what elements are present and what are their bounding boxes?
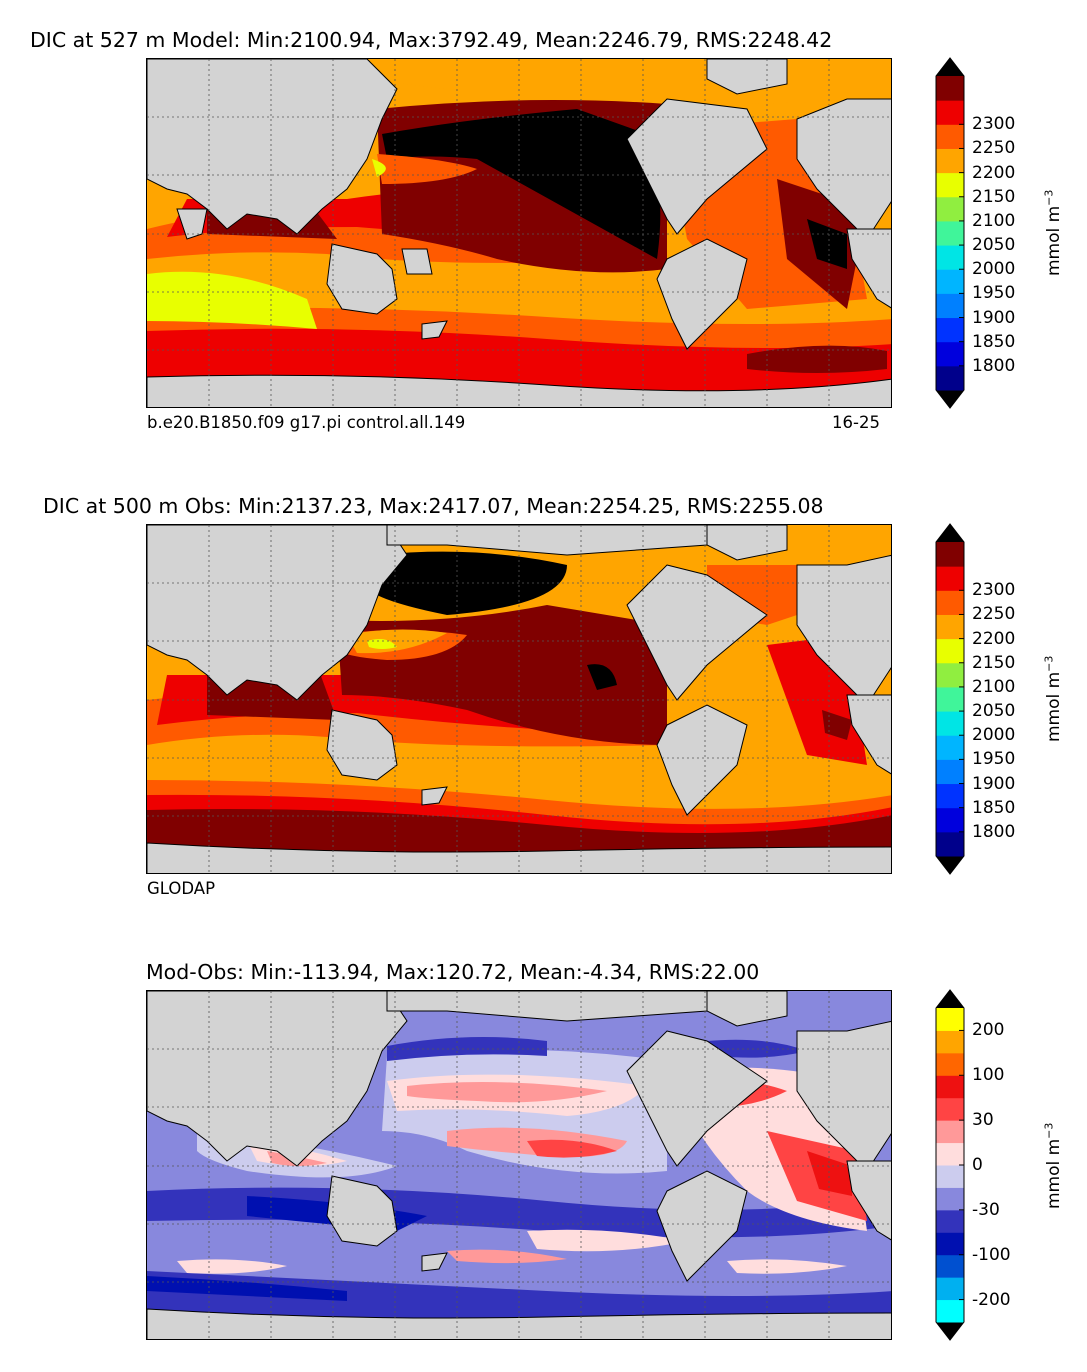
panel2-map [146, 524, 892, 874]
panel1-colorbar-label: mmol m−3 [1042, 189, 1065, 277]
colorbar-tick-label: 1950 [972, 749, 1016, 770]
colorbar-bin [936, 100, 964, 125]
panel3-colorbar-svg [935, 989, 965, 1341]
colorbar-bin [936, 365, 964, 391]
colorbar-extend-low [936, 390, 964, 408]
colorbar-bin [936, 759, 964, 785]
colorbar-tick-label: -100 [972, 1244, 1011, 1265]
colorbar-tick-label: 2200 [972, 628, 1016, 649]
colorbar-tick-label: 2150 [972, 652, 1016, 673]
colorbar-tick-label: 1900 [972, 307, 1016, 328]
panel2-map-plot [147, 525, 891, 873]
colorbar-bin [936, 711, 964, 736]
colorbar-extend-low [936, 1322, 964, 1340]
colorbar-bin [936, 1142, 964, 1166]
panel3-map [146, 990, 892, 1340]
colorbar-bin [936, 124, 964, 149]
panel1-colorbar [935, 57, 965, 409]
colorbar-tick-label: 1950 [972, 283, 1016, 304]
colorbar-tick-label: 30 [972, 1110, 994, 1131]
colorbar-tick-label: 1900 [972, 773, 1016, 794]
colorbar-tick-label: 2150 [972, 186, 1016, 207]
colorbar-extend-high [936, 58, 964, 76]
colorbar-bin [936, 1232, 964, 1256]
colorbar-bin [936, 317, 964, 343]
colorbar-tick-label: 2050 [972, 701, 1016, 722]
colorbar-tick-label: 2050 [972, 235, 1016, 256]
colorbar-bin [936, 735, 964, 760]
colorbar-frame [935, 523, 965, 875]
panel1-caption-left: b.e20.B1850.f09 g17.pi control.all.149 [147, 413, 466, 432]
colorbar-bin [936, 341, 964, 367]
colorbar-bin [936, 831, 964, 857]
colorbar-tick-label: 2000 [972, 259, 1016, 280]
colorbar-tick-label: 2300 [972, 580, 1016, 601]
panel2-colorbar-label: mmol m−3 [1042, 655, 1065, 743]
colorbar-bin [936, 1209, 964, 1233]
colorbar-bin [936, 1187, 964, 1211]
panel1-caption-right: 16-25 [832, 413, 880, 432]
colorbar-tick-label: 2100 [972, 676, 1016, 697]
colorbar-bin [936, 542, 964, 567]
colorbar-bin [936, 590, 964, 615]
colorbar-tick-label: 1850 [972, 331, 1016, 352]
colorbar-bin [936, 1008, 964, 1031]
colorbar-bin [936, 807, 964, 833]
colorbar-extend-low [936, 856, 964, 874]
panel3-colorbar [935, 989, 965, 1341]
colorbar-bin [936, 293, 964, 319]
colorbar-bin [936, 1052, 964, 1076]
colorbar-bin [936, 148, 964, 174]
colorbar-bin [936, 1030, 964, 1054]
panel1-title: DIC at 527 m Model: Min:2100.94, Max:379… [30, 28, 833, 52]
colorbar-bin [936, 662, 964, 688]
colorbar-tick-label: 2250 [972, 138, 1016, 159]
colorbar-tick-label: 100 [972, 1065, 1005, 1086]
colorbar-bin [936, 1254, 964, 1278]
colorbar-tick-label: 2250 [972, 604, 1016, 625]
colorbar-frame [935, 989, 965, 1341]
panel2-colorbar [935, 523, 965, 875]
colorbar-bin [936, 269, 964, 294]
colorbar-tick-label: 200 [972, 1020, 1005, 1041]
colorbar-tick-label: 2100 [972, 210, 1016, 231]
colorbar-tick-label: 1800 [972, 355, 1016, 376]
colorbar-tick-label: 2300 [972, 114, 1016, 135]
colorbar-bin [936, 1075, 964, 1099]
colorbar-bin [936, 638, 964, 664]
colorbar-extend-high [936, 524, 964, 542]
colorbar-tick-label: 1850 [972, 797, 1016, 818]
colorbar-bin [936, 1277, 964, 1301]
panel3-colorbar-label: mmol m−3 [1042, 1122, 1065, 1210]
colorbar-tick-label: 2200 [972, 162, 1016, 183]
colorbar-extend-high [936, 990, 964, 1008]
panel2-title: DIC at 500 m Obs: Min:2137.23, Max:2417.… [43, 494, 824, 518]
panel3-map-plot [147, 991, 891, 1339]
colorbar-bin [936, 1299, 964, 1323]
colorbar-tick-label: -30 [972, 1199, 1000, 1220]
colorbar-tick-label: -200 [972, 1289, 1011, 1310]
panel1-map [146, 58, 892, 408]
colorbar-bin [936, 76, 964, 101]
colorbar-bin [936, 686, 964, 712]
colorbar-frame [935, 57, 965, 409]
colorbar-bin [936, 614, 964, 640]
colorbar-bin [936, 196, 964, 222]
panel3-title: Mod-Obs: Min:-113.94, Max:120.72, Mean:-… [146, 960, 760, 984]
colorbar-bin [936, 783, 964, 809]
panel2-caption-left: GLODAP [147, 879, 216, 898]
panel2-colorbar-svg [935, 523, 965, 875]
colorbar-bin [936, 1165, 964, 1188]
colorbar-bin [936, 566, 964, 591]
colorbar-tick-label: 1800 [972, 821, 1016, 842]
colorbar-bin [936, 245, 964, 270]
colorbar-bin [936, 1097, 964, 1121]
colorbar-bin [936, 172, 964, 198]
panel1-map-plot [147, 59, 891, 407]
colorbar-bin [936, 220, 964, 246]
panel1-colorbar-svg [935, 57, 965, 409]
colorbar-tick-label: 2000 [972, 725, 1016, 746]
colorbar-bin [936, 1120, 964, 1144]
colorbar-tick-label: 0 [972, 1155, 983, 1175]
